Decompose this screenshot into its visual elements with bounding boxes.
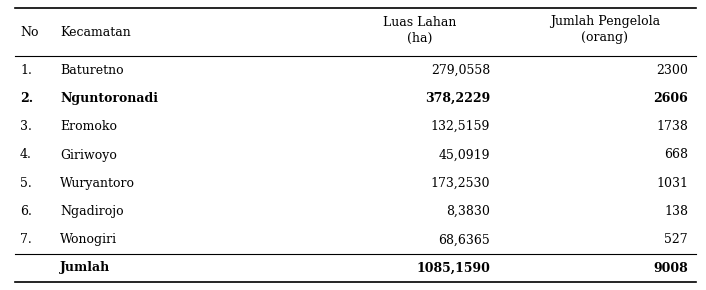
Text: Kecamatan: Kecamatan [60, 26, 131, 39]
Text: Wonogiri: Wonogiri [60, 233, 117, 246]
Text: Baturetno: Baturetno [60, 64, 124, 77]
Text: 7.: 7. [20, 233, 32, 246]
Text: 2300: 2300 [656, 64, 688, 77]
Text: 3.: 3. [20, 120, 32, 133]
Text: Nguntoronadi: Nguntoronadi [60, 92, 158, 105]
Text: 2606: 2606 [653, 92, 688, 105]
Text: 378,2229: 378,2229 [425, 92, 490, 105]
Text: Jumlah: Jumlah [60, 262, 110, 275]
Text: Giriwoyo: Giriwoyo [60, 148, 117, 162]
Text: 1738: 1738 [656, 120, 688, 133]
Text: 2.: 2. [20, 92, 33, 105]
Text: Luas Lahan: Luas Lahan [383, 15, 457, 28]
Text: 132,5159: 132,5159 [431, 120, 490, 133]
Text: Ngadirojo: Ngadirojo [60, 205, 124, 218]
Text: 68,6365: 68,6365 [438, 233, 490, 246]
Text: 1.: 1. [20, 64, 32, 77]
Text: 4.: 4. [20, 148, 32, 162]
Text: Eromoko: Eromoko [60, 120, 117, 133]
Text: 9008: 9008 [653, 262, 688, 275]
Text: (ha): (ha) [407, 32, 433, 44]
Text: 173,2530: 173,2530 [431, 177, 490, 190]
Text: Jumlah Pengelola: Jumlah Pengelola [550, 15, 660, 28]
Text: 527: 527 [664, 233, 688, 246]
Text: 6.: 6. [20, 205, 32, 218]
Text: 8,3830: 8,3830 [446, 205, 490, 218]
Text: (orang): (orang) [582, 32, 628, 44]
Text: 279,0558: 279,0558 [431, 64, 490, 77]
Text: 1031: 1031 [656, 177, 688, 190]
Text: 45,0919: 45,0919 [438, 148, 490, 162]
Text: Wuryantoro: Wuryantoro [60, 177, 135, 190]
Text: 1085,1590: 1085,1590 [416, 262, 490, 275]
Text: No: No [20, 26, 39, 39]
Text: 5.: 5. [20, 177, 32, 190]
Text: 138: 138 [664, 205, 688, 218]
Text: 668: 668 [664, 148, 688, 162]
